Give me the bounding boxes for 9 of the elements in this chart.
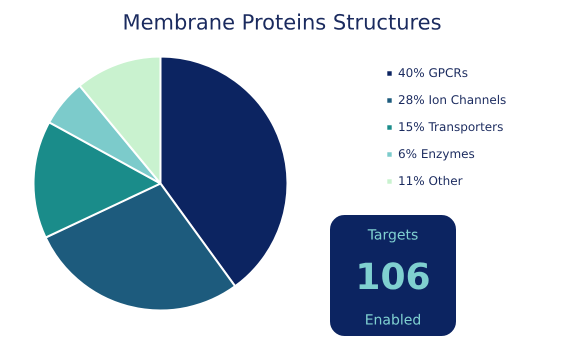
text: 106	[355, 257, 431, 298]
legend-label: 28% Ion Channels	[398, 93, 506, 107]
text: Targets	[366, 228, 418, 244]
chart-title: Membrane Proteins Structures	[122, 10, 442, 34]
legend-label: 6% Enzymes	[398, 147, 475, 161]
text: Enabled	[364, 312, 422, 328]
legend-label: 40% GPCRs	[398, 66, 468, 80]
legend-label: 15% Transporters	[398, 120, 504, 134]
legend-label: 11% Other	[398, 174, 463, 188]
